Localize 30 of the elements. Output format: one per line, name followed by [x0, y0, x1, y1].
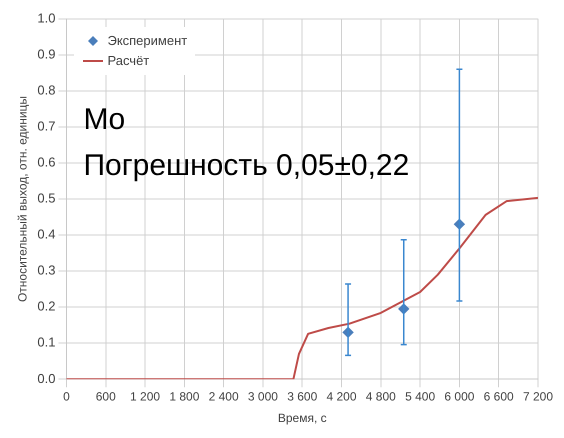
y-axis-title: Относительный выход, отн. единицы [16, 96, 30, 302]
x-tick-label: 3 000 [248, 390, 278, 404]
x-tick-label: 6 600 [484, 390, 514, 404]
x-tick-label: 0 [63, 390, 70, 404]
y-tick-label: 0.1 [37, 334, 56, 350]
y-tick-label: 0.7 [37, 118, 56, 134]
y-tick-label: 0.8 [37, 82, 56, 98]
x-tick-label: 1 800 [169, 390, 200, 404]
x-tick-label: 6 000 [444, 390, 475, 404]
annotation: Mo [83, 102, 126, 136]
y-tick-label: 0.6 [37, 154, 56, 170]
x-tick-label: 2 400 [208, 390, 239, 404]
y-tick-label: 0.0 [37, 370, 56, 386]
annotation: Погрешность 0,05±0,22 [83, 148, 410, 182]
x-tick-label: 600 [96, 390, 116, 404]
x-tick-label: 4 200 [326, 390, 357, 404]
x-tick-label: 5 400 [405, 390, 436, 404]
legend-label: Эксперимент [107, 33, 188, 48]
x-tick-label: 4 800 [366, 390, 396, 404]
y-tick-label: 0.3 [37, 262, 56, 278]
x-tick-label: 1 200 [130, 390, 160, 404]
legend-label: Расчёт [107, 53, 150, 68]
y-tick-label: 0.2 [37, 298, 56, 314]
x-tick-label: 3 600 [287, 390, 318, 404]
x-axis-title: Время, с [278, 411, 327, 426]
x-tick-label: 7 200 [522, 390, 554, 404]
y-tick-label: 0.4 [37, 226, 56, 242]
y-tick-label: 0.5 [37, 190, 56, 206]
y-tick-label: 0.9 [37, 46, 56, 62]
y-tick-label: 1.0 [37, 10, 56, 26]
